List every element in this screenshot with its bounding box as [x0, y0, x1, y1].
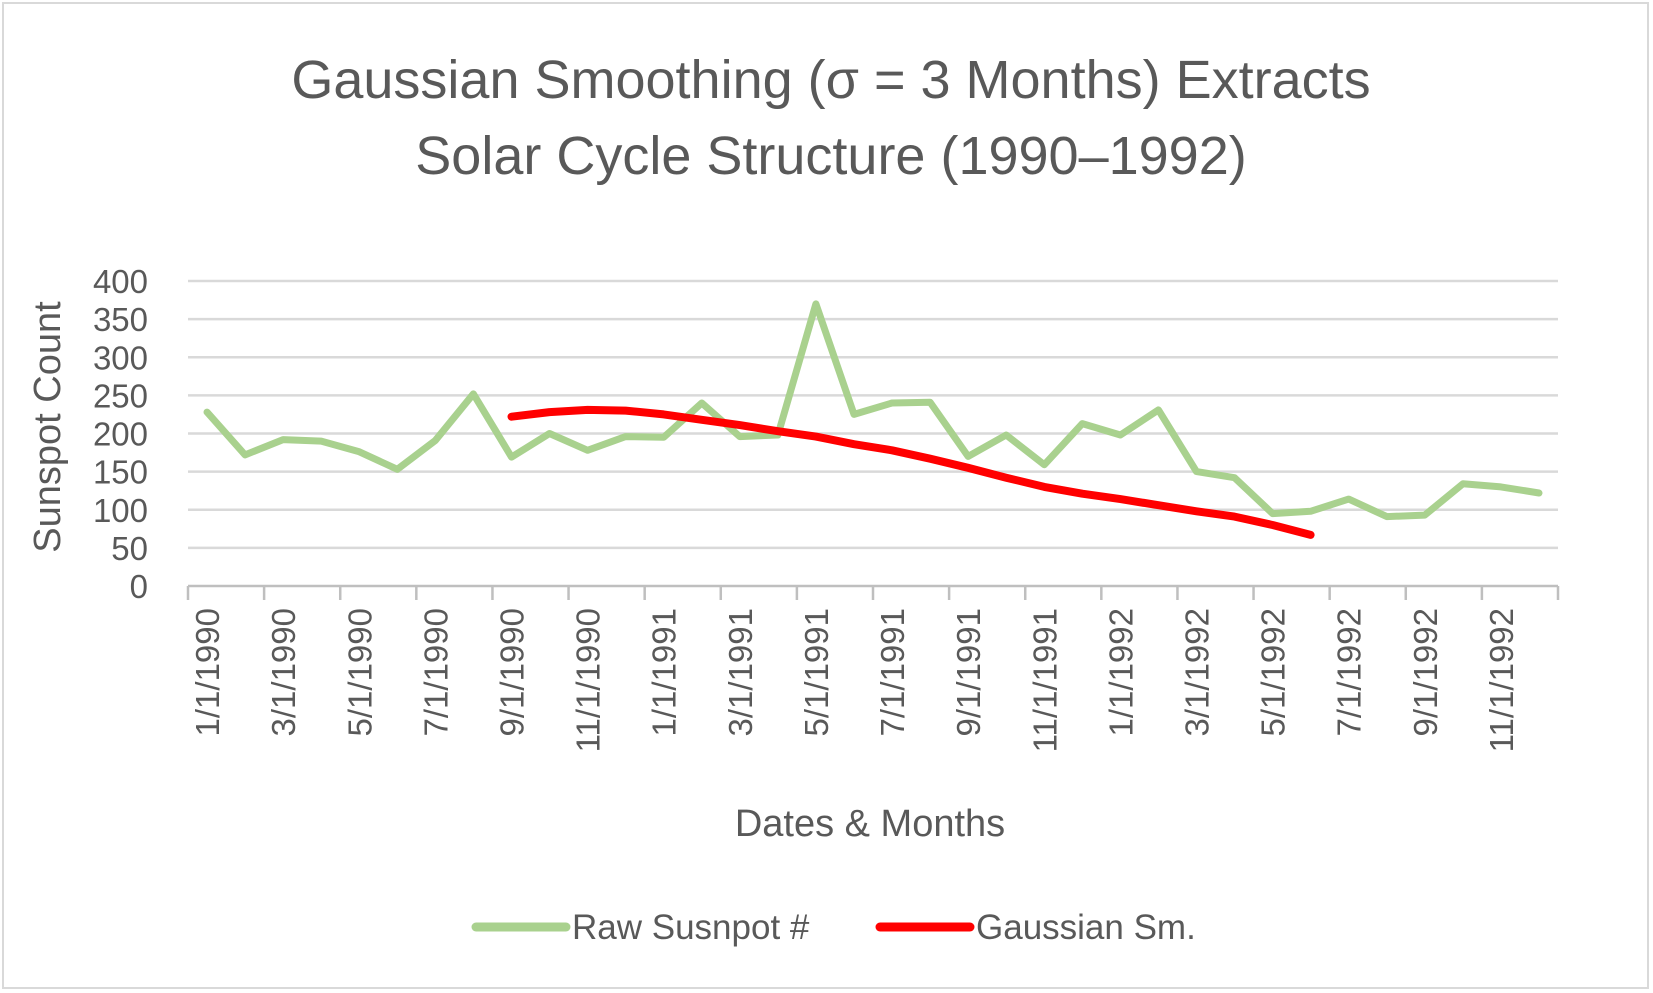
y-tick-label: 100: [93, 492, 148, 529]
gridlines: [188, 279, 1558, 550]
x-tick-labels: 1/1/1990 3/1/1990 5/1/1990 7/1/1990 9/1/1990…: [189, 608, 1520, 752]
x-tick-label: 7/1/1990: [417, 608, 454, 736]
chart-svg: Gaussian Smoothing (σ = 3 Months) Extrac…: [27, 50, 1560, 947]
x-tick-label: 5/1/1991: [798, 608, 835, 736]
y-axis-title: Sunspot Count: [27, 301, 69, 553]
x-tick-label: 11/1/1990: [570, 608, 607, 752]
legend: Raw Susnpot # Gaussian Sm.: [471, 908, 1196, 947]
legend-label-raw-sunspot: Raw Susnpot #: [572, 908, 810, 947]
y-tick-label: 150: [93, 454, 148, 491]
y-tick-label: 0: [130, 568, 148, 605]
chart-title-line-2: Solar Cycle Structure (1990–1992): [415, 126, 1246, 186]
x-tick-label: 9/1/1990: [493, 608, 530, 736]
x-tick-label: 1/1/1992: [1102, 608, 1139, 736]
y-tick-label: 350: [93, 301, 148, 338]
legend-label-gaussian-smoothed: Gaussian Sm.: [976, 908, 1196, 947]
x-tick-label: 11/1/1991: [1026, 608, 1063, 752]
x-tick-label: 1/1/1990: [189, 608, 226, 736]
x-tick-label: 9/1/1992: [1407, 608, 1444, 736]
x-tick-label: 1/1/1991: [646, 608, 683, 736]
x-axis-title: Dates & Months: [735, 803, 1005, 845]
y-tick-label: 200: [93, 416, 148, 453]
series-line-raw-sunspot: [203, 300, 1543, 521]
x-axis: [186, 584, 1560, 600]
x-tick-label: 3/1/1991: [722, 608, 759, 736]
series-lines: [203, 300, 1543, 539]
series-line-gaussian-smoothed: [507, 405, 1315, 539]
y-tick-label: 50: [111, 530, 148, 567]
y-tick-label: 300: [93, 339, 148, 376]
x-tick-label: 11/1/1992: [1483, 608, 1520, 752]
chart-title-line-1: Gaussian Smoothing (σ = 3 Months) Extrac…: [291, 50, 1370, 110]
x-tick-label: 9/1/1991: [950, 608, 987, 736]
x-tick-label: 3/1/1990: [265, 608, 302, 736]
y-tick-label: 400: [93, 263, 148, 300]
x-tick-label: 5/1/1992: [1255, 608, 1292, 736]
x-tick-label: 7/1/1992: [1331, 608, 1368, 736]
x-tick-label: 5/1/1990: [341, 608, 378, 736]
x-tick-label: 7/1/1991: [874, 608, 911, 736]
x-tick-label: 3/1/1992: [1178, 608, 1215, 736]
y-tick-label: 250: [93, 377, 148, 414]
